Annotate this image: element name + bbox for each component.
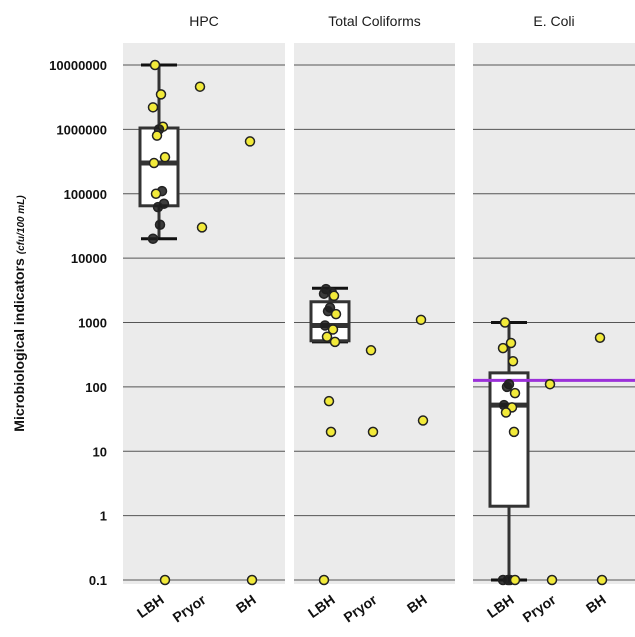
- data-point: [150, 188, 162, 199]
- x-tick-label: BH: [233, 591, 259, 616]
- data-point: [325, 426, 337, 438]
- data-point: [497, 342, 509, 354]
- data-point: [319, 320, 331, 331]
- y-tick-label: 100: [85, 380, 107, 395]
- data-point: [330, 308, 342, 320]
- data-point: [500, 407, 512, 418]
- data-point: [244, 136, 256, 147]
- data-point: [499, 317, 511, 328]
- data-point: [367, 426, 379, 438]
- data-point: [148, 157, 160, 169]
- x-tick-label: BH: [404, 591, 430, 616]
- data-point: [194, 81, 206, 92]
- y-axis-label: Microbiological indicators (cfu/100 mL): [11, 195, 27, 432]
- x-tick-label: Pryor: [341, 591, 381, 625]
- data-point: [318, 288, 330, 299]
- data-point: [155, 89, 167, 100]
- x-tick-label: LBH: [305, 591, 338, 621]
- y-tick-label: 1000000: [56, 122, 107, 137]
- data-point: [497, 574, 509, 586]
- y-tick-label: 0.1: [89, 573, 107, 588]
- data-point: [544, 378, 556, 390]
- x-tick-label: LBH: [484, 591, 517, 621]
- box-iqr: [488, 371, 530, 508]
- data-point: [327, 324, 339, 335]
- data-point: [196, 222, 208, 233]
- y-tick-label: 10000000: [49, 58, 107, 73]
- data-point: [501, 381, 513, 393]
- panel-background: [123, 43, 285, 584]
- y-tick-label: 10000: [71, 251, 107, 266]
- panel-title: Total Coliforms: [328, 13, 421, 29]
- data-point: [417, 415, 429, 426]
- data-point: [147, 233, 159, 244]
- y-tick-label: 1000: [78, 316, 107, 331]
- data-point: [152, 201, 164, 213]
- y-axis-label-unit: (cfu/100 mL): [16, 195, 27, 255]
- x-tick-label: LBH: [134, 591, 167, 621]
- y-tick-label: 100000: [64, 187, 107, 202]
- data-point: [505, 337, 517, 349]
- x-tick-label: Pryor: [520, 591, 560, 625]
- data-point: [509, 387, 521, 399]
- y-tick-label: 1: [100, 509, 107, 524]
- data-point: [594, 332, 606, 343]
- data-point: [596, 574, 608, 586]
- data-point: [329, 336, 341, 348]
- data-point: [154, 219, 166, 230]
- data-point: [323, 395, 335, 407]
- data-point: [246, 574, 258, 586]
- x-tick-label: BH: [583, 591, 609, 616]
- data-point: [546, 574, 558, 586]
- x-tick-label: Pryor: [170, 591, 210, 625]
- data-point: [159, 151, 171, 163]
- data-point: [328, 290, 340, 302]
- panel-title: HPC: [189, 13, 219, 29]
- data-point: [151, 130, 163, 141]
- data-point: [507, 356, 519, 367]
- data-point: [415, 314, 427, 326]
- data-point: [321, 331, 333, 343]
- data-point: [365, 345, 377, 356]
- data-point: [318, 574, 330, 586]
- y-tick-label: 10: [93, 444, 107, 459]
- panel-title: E. Coli: [533, 13, 574, 29]
- data-point: [149, 59, 161, 71]
- data-point: [159, 574, 171, 586]
- data-point: [147, 102, 159, 113]
- y-axis-label-main: Microbiological indicators: [11, 258, 27, 432]
- data-point: [509, 574, 521, 586]
- data-point: [508, 426, 520, 438]
